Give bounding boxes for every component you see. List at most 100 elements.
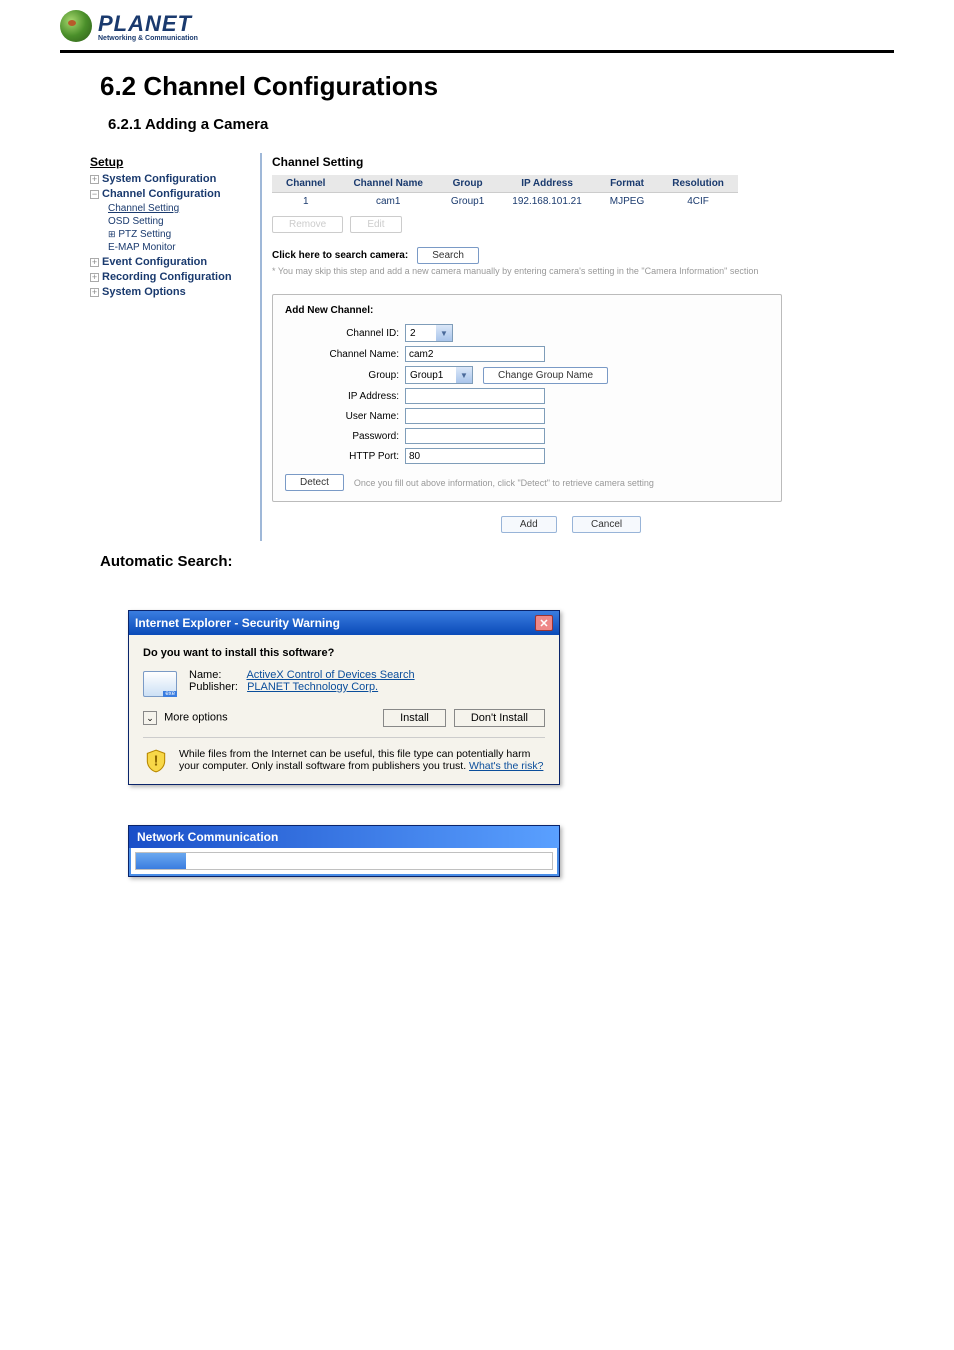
change-group-button[interactable]: Change Group Name [483, 367, 608, 384]
name-label: Name: [189, 669, 244, 681]
panel-title: Channel Setting [272, 155, 870, 169]
close-icon[interactable]: ✕ [535, 615, 553, 631]
search-hint: * You may skip this step and add a new c… [272, 266, 870, 276]
progress-fill [136, 853, 186, 869]
cell-format: MJPEG [596, 193, 658, 211]
label-channel-id: Channel ID: [285, 328, 405, 339]
cell-channel: 1 [272, 193, 339, 211]
footer-line1: While files from the Internet can be use… [179, 748, 530, 760]
select-value: 2 [406, 328, 436, 339]
channel-name-input[interactable] [405, 346, 545, 362]
publisher-label: Publisher: [189, 681, 244, 693]
col-res: Resolution [658, 175, 738, 193]
label-pass: Password: [285, 431, 405, 442]
select-value: Group1 [406, 370, 456, 381]
cell-res: 4CIF [658, 193, 738, 211]
sidebar-sub-ptz[interactable]: ⊞ PTZ Setting [108, 229, 240, 240]
add-button[interactable]: Add [501, 516, 557, 533]
svg-text:!: ! [153, 752, 158, 769]
cancel-button[interactable]: Cancel [572, 516, 641, 533]
logo-globe-icon [60, 10, 92, 42]
expand-icon[interactable]: + [90, 175, 99, 184]
label-group: Group: [285, 370, 405, 381]
cell-group: Group1 [437, 193, 498, 211]
expand-icon[interactable]: + [90, 288, 99, 297]
sidebar-sub-osd[interactable]: OSD Setting [108, 216, 240, 227]
dialog-question: Do you want to install this software? [143, 647, 545, 659]
setup-sidebar: Setup +System Configuration −Channel Con… [90, 153, 240, 301]
name-link[interactable]: ActiveX Control of Devices Search [246, 669, 414, 681]
chevron-down-icon: ▼ [456, 367, 472, 383]
cell-ip: 192.168.101.21 [498, 193, 596, 211]
logo-brand: PLANET [98, 11, 198, 37]
detect-hint: Once you fill out above information, cli… [354, 478, 654, 488]
search-button[interactable]: Search [417, 247, 479, 264]
channel-table: Channel Channel Name Group IP Address Fo… [272, 175, 738, 210]
header-rule [60, 50, 894, 53]
expand-icon[interactable]: ⊞ [108, 229, 116, 239]
expand-icon[interactable]: + [90, 273, 99, 282]
install-button[interactable]: Install [383, 709, 446, 727]
divider [143, 737, 545, 738]
section-heading: 6.2 Channel Configurations [100, 71, 954, 102]
more-options[interactable]: ⌄ More options [143, 711, 228, 725]
sidebar-sub-emap[interactable]: E-MAP Monitor [108, 242, 240, 253]
col-name: Channel Name [339, 175, 436, 193]
label-user: User Name: [285, 411, 405, 422]
search-label: Click here to search camera: [272, 250, 408, 261]
detect-button[interactable]: Detect [285, 474, 344, 491]
security-warning-dialog: Internet Explorer - Security Warning ✕ D… [128, 610, 560, 785]
sidebar-sub-channel-setting[interactable]: Channel Setting [108, 203, 240, 214]
col-channel: Channel [272, 175, 339, 193]
label-channel-name: Channel Name: [285, 349, 405, 360]
cell-name: cam1 [339, 193, 436, 211]
sidebar-label: System Configuration [102, 173, 216, 185]
port-input[interactable] [405, 448, 545, 464]
more-label: More options [164, 712, 228, 724]
auto-search-heading: Automatic Search: [100, 553, 954, 570]
setup-title: Setup [90, 155, 240, 169]
exe-icon [143, 671, 177, 697]
risk-link[interactable]: What's the risk? [469, 760, 543, 772]
user-input[interactable] [405, 408, 545, 424]
ip-input[interactable] [405, 388, 545, 404]
sidebar-item-system-config[interactable]: +System Configuration [90, 173, 240, 185]
sidebar-label: PTZ Setting [118, 229, 171, 240]
progress-bar [135, 852, 553, 870]
network-comm-dialog: Network Communication [128, 825, 560, 877]
remove-button[interactable]: Remove [272, 216, 343, 233]
dialog-titlebar[interactable]: Internet Explorer - Security Warning ✕ [129, 611, 559, 635]
table-row[interactable]: 1 cam1 Group1 192.168.101.21 MJPEG 4CIF [272, 193, 738, 211]
col-group: Group [437, 175, 498, 193]
channel-id-select[interactable]: 2 ▼ [405, 324, 453, 342]
collapse-icon[interactable]: − [90, 190, 99, 199]
footer-line2: your computer. Only install software fro… [179, 760, 466, 772]
publisher-link[interactable]: PLANET Technology Corp. [247, 681, 378, 693]
channel-setting-screenshot: Setup +System Configuration −Channel Con… [90, 153, 870, 541]
logo-header: PLANET Networking & Communication [0, 0, 954, 50]
sidebar-item-channel-config[interactable]: −Channel Configuration [90, 188, 240, 200]
col-format: Format [596, 175, 658, 193]
group-select[interactable]: Group1 ▼ [405, 366, 473, 384]
edit-button[interactable]: Edit [350, 216, 401, 233]
add-channel-box: Add New Channel: Channel ID: 2 ▼ Channel… [272, 294, 782, 502]
add-title: Add New Channel: [285, 305, 769, 316]
dialog-title: Internet Explorer - Security Warning [135, 616, 340, 630]
label-ip: IP Address: [285, 391, 405, 402]
sidebar-label: Channel Configuration [102, 188, 221, 200]
sidebar-label: Event Configuration [102, 256, 207, 268]
col-ip: IP Address [498, 175, 596, 193]
sidebar-label: System Options [102, 286, 186, 298]
shield-icon: ! [143, 748, 169, 774]
dont-install-button[interactable]: Don't Install [454, 709, 545, 727]
sidebar-item-system-options[interactable]: +System Options [90, 286, 240, 298]
label-port: HTTP Port: [285, 451, 405, 462]
sidebar-label: Recording Configuration [102, 271, 232, 283]
chevron-down-icon: ⌄ [143, 711, 157, 725]
sidebar-item-recording-config[interactable]: +Recording Configuration [90, 271, 240, 283]
chevron-down-icon: ▼ [436, 325, 452, 341]
expand-icon[interactable]: + [90, 258, 99, 267]
logo-tagline: Networking & Communication [98, 35, 198, 42]
pass-input[interactable] [405, 428, 545, 444]
sidebar-item-event-config[interactable]: +Event Configuration [90, 256, 240, 268]
